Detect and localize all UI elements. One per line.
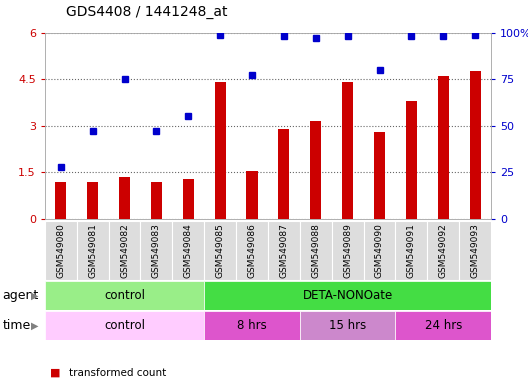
Bar (119, 177, 130, 219)
Bar (438, 76, 449, 219)
Text: GSM549090: GSM549090 (375, 223, 384, 278)
Text: GSM549093: GSM549093 (470, 223, 479, 278)
Bar (45, 221, 77, 280)
Bar (300, 311, 395, 340)
Bar (183, 179, 194, 219)
Text: agent: agent (3, 290, 39, 302)
Text: ■: ■ (50, 368, 61, 378)
Bar (459, 221, 491, 280)
Text: GSM549081: GSM549081 (88, 223, 97, 278)
Text: transformed count: transformed count (69, 368, 166, 378)
Bar (45, 311, 204, 340)
Text: GSM549087: GSM549087 (279, 223, 288, 278)
Text: 8 hrs: 8 hrs (237, 319, 267, 332)
Bar (204, 311, 300, 340)
Text: DETA-NONOate: DETA-NONOate (303, 290, 393, 302)
Text: GSM549083: GSM549083 (152, 223, 161, 278)
Text: GSM549086: GSM549086 (248, 223, 257, 278)
Bar (204, 221, 236, 280)
Bar (55, 182, 67, 219)
Text: GSM549092: GSM549092 (439, 223, 448, 278)
Text: GSM549080: GSM549080 (56, 223, 65, 278)
Text: GSM549085: GSM549085 (215, 223, 224, 278)
Bar (300, 221, 332, 280)
Bar (278, 129, 289, 219)
Bar (172, 221, 204, 280)
Bar (342, 82, 353, 219)
Text: ▶: ▶ (31, 291, 38, 301)
Bar (374, 132, 385, 219)
Bar (406, 101, 417, 219)
Bar (395, 311, 491, 340)
Bar (310, 121, 322, 219)
Bar (109, 221, 140, 280)
Bar (214, 82, 226, 219)
Bar (87, 182, 98, 219)
Bar (204, 281, 491, 310)
Bar (427, 221, 459, 280)
Bar (395, 221, 427, 280)
Bar (364, 221, 395, 280)
Text: GSM549084: GSM549084 (184, 223, 193, 278)
Text: ▶: ▶ (31, 321, 38, 331)
Bar (268, 221, 300, 280)
Bar (469, 71, 480, 219)
Text: control: control (104, 319, 145, 332)
Text: GSM549088: GSM549088 (312, 223, 320, 278)
Bar (140, 221, 172, 280)
Bar (332, 221, 364, 280)
Text: GSM549082: GSM549082 (120, 223, 129, 278)
Text: 15 hrs: 15 hrs (329, 319, 366, 332)
Text: GSM549089: GSM549089 (343, 223, 352, 278)
Text: control: control (104, 290, 145, 302)
Text: GSM549091: GSM549091 (407, 223, 416, 278)
Bar (247, 171, 258, 219)
Bar (236, 221, 268, 280)
Text: 24 hrs: 24 hrs (425, 319, 462, 332)
Text: time: time (3, 319, 31, 332)
Bar (77, 221, 109, 280)
Text: GDS4408 / 1441248_at: GDS4408 / 1441248_at (66, 5, 228, 19)
Bar (151, 182, 162, 219)
Bar (45, 281, 204, 310)
